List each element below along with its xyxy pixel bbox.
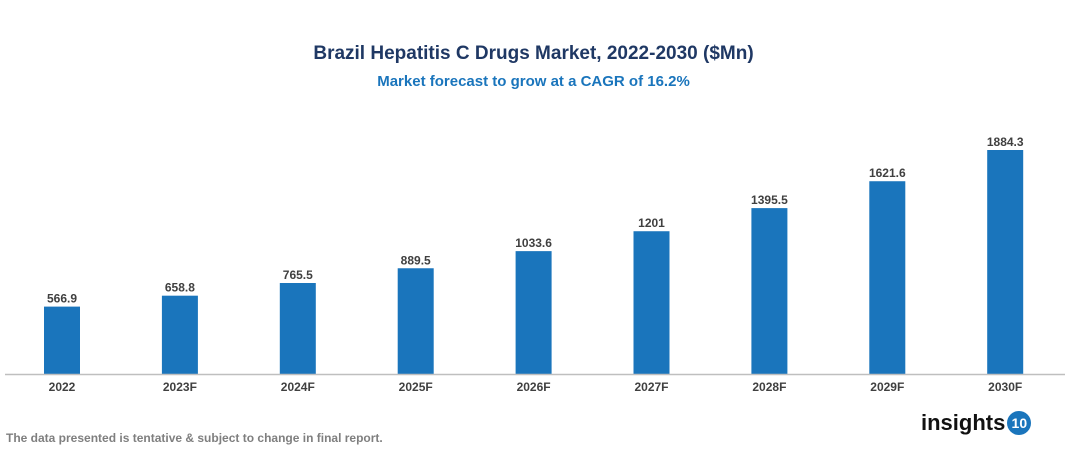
data-label: 1621.6 (869, 166, 906, 180)
bar-2022 (44, 306, 80, 374)
data-label: 658.8 (165, 281, 195, 295)
insights10-logo: insights 10 (921, 410, 1032, 436)
chart-subtitle: Market forecast to grow at a CAGR of 16.… (377, 73, 690, 90)
bar-2024F (279, 282, 316, 374)
disclaimer-text: The data presented is tentative & subjec… (6, 431, 383, 445)
x-tick-label: 2026F (517, 380, 551, 394)
x-tick-label: 2022 (49, 380, 76, 394)
chart-title: Brazil Hepatitis C Drugs Market, 2022-20… (313, 43, 754, 64)
data-label: 1201 (638, 216, 665, 230)
data-label: 889.5 (401, 253, 431, 267)
x-tick-label: 2023F (163, 380, 197, 394)
bar-2030F (987, 150, 1024, 374)
x-tick-label: 2028F (752, 380, 786, 394)
x-tick-label: 2025F (399, 380, 433, 394)
data-label: 566.9 (47, 292, 77, 306)
bar-2028F (751, 208, 788, 374)
bar-2027F (633, 231, 670, 374)
logo-badge: 10 (1007, 411, 1032, 435)
bar-2025F (397, 268, 434, 374)
bar-2026F (515, 251, 552, 374)
x-tick-label: 2029F (870, 380, 904, 394)
x-tick-label: 2030F (988, 380, 1022, 394)
bar-2023F (161, 295, 198, 374)
data-label: 765.5 (283, 268, 313, 282)
bar-2029F (869, 181, 906, 374)
x-tick-label: 2027F (634, 380, 668, 394)
logo-text: insights (921, 410, 1006, 435)
data-label: 1033.6 (515, 236, 552, 250)
data-label: 1884.3 (987, 135, 1024, 149)
x-tick-label: 2024F (281, 380, 315, 394)
data-label: 1395.5 (751, 193, 788, 207)
